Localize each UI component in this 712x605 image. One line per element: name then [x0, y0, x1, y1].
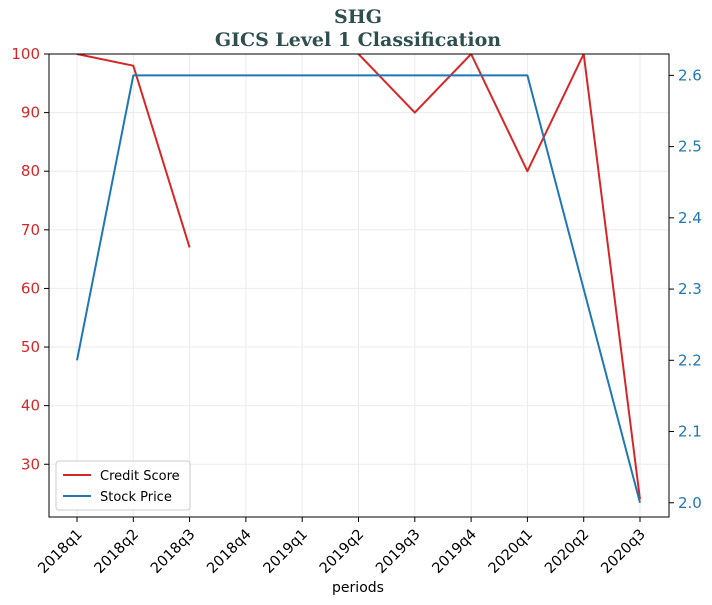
- right-tick-label: 2.1: [678, 423, 702, 441]
- series-line-credit-score: [76, 54, 191, 248]
- right-tick-label: 2.0: [678, 494, 702, 512]
- x-tick-label: 2018q4: [204, 527, 254, 577]
- left-tick-label: 40: [21, 397, 40, 415]
- legend-label-credit-score: Credit Score: [100, 469, 180, 484]
- right-tick-label: 2.6: [678, 66, 702, 84]
- chart-subtitle: GICS Level 1 Classification: [215, 29, 501, 51]
- left-axis: 30 40 50 60 70 80 90 100: [11, 45, 49, 473]
- gridlines: [49, 53, 669, 517]
- x-tick-label: 2019q2: [317, 527, 367, 577]
- right-tick-label: 2.5: [678, 138, 702, 156]
- left-tick-label: 80: [21, 162, 40, 180]
- legend-label-stock-price: Stock Price: [100, 490, 172, 505]
- series-line-stock-price: [76, 74, 641, 504]
- right-tick-label: 2.3: [678, 280, 702, 298]
- series-line-credit-score: [357, 54, 641, 500]
- chart-title: SHG: [334, 6, 382, 28]
- left-tick-label: 30: [21, 455, 40, 473]
- x-tick-label: 2018q1: [35, 527, 85, 577]
- x-tick-label: 2020q3: [598, 527, 648, 577]
- left-tick-label: 60: [21, 279, 40, 297]
- x-tick-label: 2019q3: [373, 527, 423, 577]
- x-tick-label: 2018q3: [148, 527, 198, 577]
- left-tick-label: 100: [11, 45, 40, 63]
- left-tick-label: 90: [21, 104, 40, 122]
- legend: Credit Score Stock Price: [55, 460, 191, 511]
- legend-box: [55, 460, 191, 511]
- right-tick-label: 2.2: [678, 351, 702, 369]
- series-layer: [76, 54, 641, 504]
- x-axis-label: periods: [332, 580, 384, 596]
- x-tick-label: 2020q2: [542, 527, 592, 577]
- x-tick-label: 2020q1: [486, 527, 536, 577]
- x-axis: 2018q1 2018q2 2018q3 2018q4 2019q1 2019q2 2019…: [35, 517, 649, 577]
- x-tick-label: 2019q1: [261, 527, 311, 577]
- right-axis: 2.0 2.1 2.2 2.3 2.4 2.5 2.6: [669, 66, 702, 512]
- x-tick-label: 2019q4: [429, 527, 479, 577]
- right-tick-label: 2.4: [678, 209, 702, 227]
- x-tick-label: 2018q2: [92, 527, 142, 577]
- left-tick-label: 50: [21, 338, 40, 356]
- left-tick-label: 70: [21, 221, 40, 239]
